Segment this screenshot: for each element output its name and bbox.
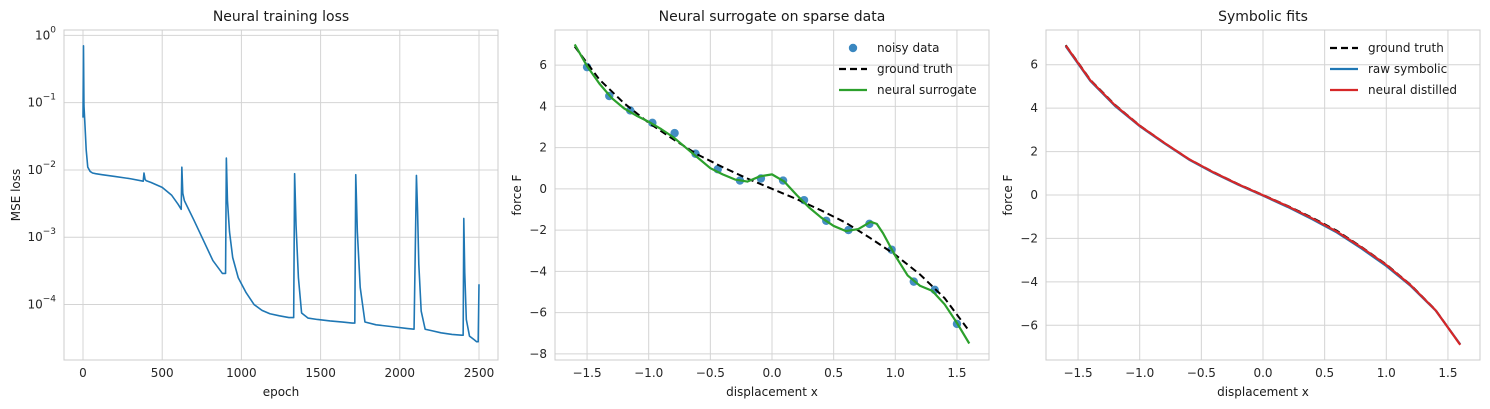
x-tick-label: −0.5 <box>1187 366 1216 380</box>
y-tick-exponent: −3 <box>43 227 56 237</box>
y-tick-base: 10 <box>27 96 42 110</box>
chart-title: Symbolic fits <box>1218 9 1308 25</box>
x-tick-label: −1.0 <box>634 366 663 380</box>
legend-label: raw symbolic <box>1368 62 1447 76</box>
series-line-ground-truth <box>573 45 971 332</box>
legend: ground truth raw symbolic neural distilled <box>1330 41 1457 97</box>
y-tick-label: 100 <box>35 25 56 42</box>
legend-label: neural distilled <box>1368 83 1457 97</box>
y-tick-label: 10−1 <box>27 93 56 110</box>
x-tick-label: 0 <box>79 366 87 380</box>
x-tick-label: 1.5 <box>947 366 966 380</box>
x-tick-label: 1500 <box>305 366 336 380</box>
y-tick-label: 0 <box>539 182 547 196</box>
x-tick-label: 1.0 <box>886 366 905 380</box>
y-tick-label: 6 <box>1030 58 1038 72</box>
y-tick-label: 2 <box>1030 145 1038 159</box>
x-tick-label: 0.0 <box>762 366 781 380</box>
x-tick-label: 2000 <box>385 366 416 380</box>
plot-frame <box>554 29 990 361</box>
data-point <box>670 128 679 138</box>
y-axis-label: force F <box>1001 174 1015 215</box>
legend: noisy data ground truth neural surrogate <box>839 41 977 97</box>
y-tick-label: −2 <box>1020 231 1038 245</box>
y-tick-label: 10−2 <box>27 160 56 177</box>
x-axis-label: displacement x <box>726 385 818 399</box>
x-tick-label: 0.0 <box>1253 366 1272 380</box>
x-tick-label: 1.5 <box>1438 366 1457 380</box>
y-tick-label: 10−3 <box>27 227 56 244</box>
x-axis-label: displacement x <box>1217 385 1309 399</box>
series-line-neural-surrogate <box>573 43 971 345</box>
y-tick-base: 10 <box>27 163 42 177</box>
y-tick-exponent: −1 <box>43 93 56 103</box>
x-tick-label: 2500 <box>464 366 495 380</box>
legend-marker <box>848 43 858 53</box>
x-tick-label: −1.0 <box>1125 366 1154 380</box>
y-tick-label: 6 <box>539 58 547 72</box>
y-tick-label: 0 <box>1030 188 1038 202</box>
plot-frame <box>63 29 499 361</box>
y-tick-base: 10 <box>35 28 50 42</box>
chart-panel-2: −1.5 −1.0 −0.5 0.0 0.5 1.0 1.5 −8 −6 −4 −2 0 2 4 6 Neur… <box>510 9 990 399</box>
legend-label: noisy data <box>877 41 939 55</box>
x-tick-label: 500 <box>151 366 174 380</box>
x-tick-label: 0.5 <box>824 366 843 380</box>
y-tick-base: 10 <box>27 230 42 244</box>
y-axis-label: MSE loss <box>9 169 23 222</box>
y-tick-label: −6 <box>1020 318 1038 332</box>
y-tick-label: −4 <box>1020 275 1038 289</box>
y-tick-label: 4 <box>539 99 547 113</box>
x-tick-label: −0.5 <box>696 366 725 380</box>
chart-panel-1: 0 500 1000 1500 2000 250010−410−310−210−1100N… <box>9 9 499 399</box>
y-tick-label: 4 <box>1030 101 1038 115</box>
x-tick-label: 1.0 <box>1377 366 1396 380</box>
y-tick-exponent: −2 <box>43 160 56 170</box>
series-line <box>82 44 480 343</box>
y-tick-label: 2 <box>539 141 547 155</box>
legend-label: ground truth <box>1368 41 1444 55</box>
y-tick-label: −4 <box>529 264 547 278</box>
x-tick-label: −1.5 <box>1063 366 1092 380</box>
y-tick-base: 10 <box>27 298 42 312</box>
x-tick-label: 1000 <box>226 366 257 380</box>
chart-title: Neural surrogate on sparse data <box>659 9 886 25</box>
y-tick-exponent: 0 <box>50 25 56 35</box>
x-tick-label: 0.5 <box>1315 366 1334 380</box>
x-tick-label: −1.5 <box>572 366 601 380</box>
plot-frame <box>1045 29 1481 361</box>
y-tick-label: −2 <box>529 223 547 237</box>
y-tick-label: −6 <box>529 306 547 320</box>
chart-title: Neural training loss <box>213 9 349 25</box>
chart-panel-3: −1.5 −1.0 −0.5 0.0 0.5 1.0 1.5 −6 −4 −2 0 2 4 6 Symbol… <box>1001 9 1481 399</box>
series-line-neural-distilled <box>1064 44 1462 346</box>
legend-label: neural surrogate <box>877 83 977 97</box>
y-tick-label: −8 <box>529 347 547 361</box>
y-tick-exponent: −4 <box>43 295 57 305</box>
legend-label: ground truth <box>877 62 953 76</box>
x-axis-label: epoch <box>263 385 300 399</box>
y-tick-label: 10−4 <box>27 295 56 312</box>
y-axis-label: force F <box>510 174 524 215</box>
